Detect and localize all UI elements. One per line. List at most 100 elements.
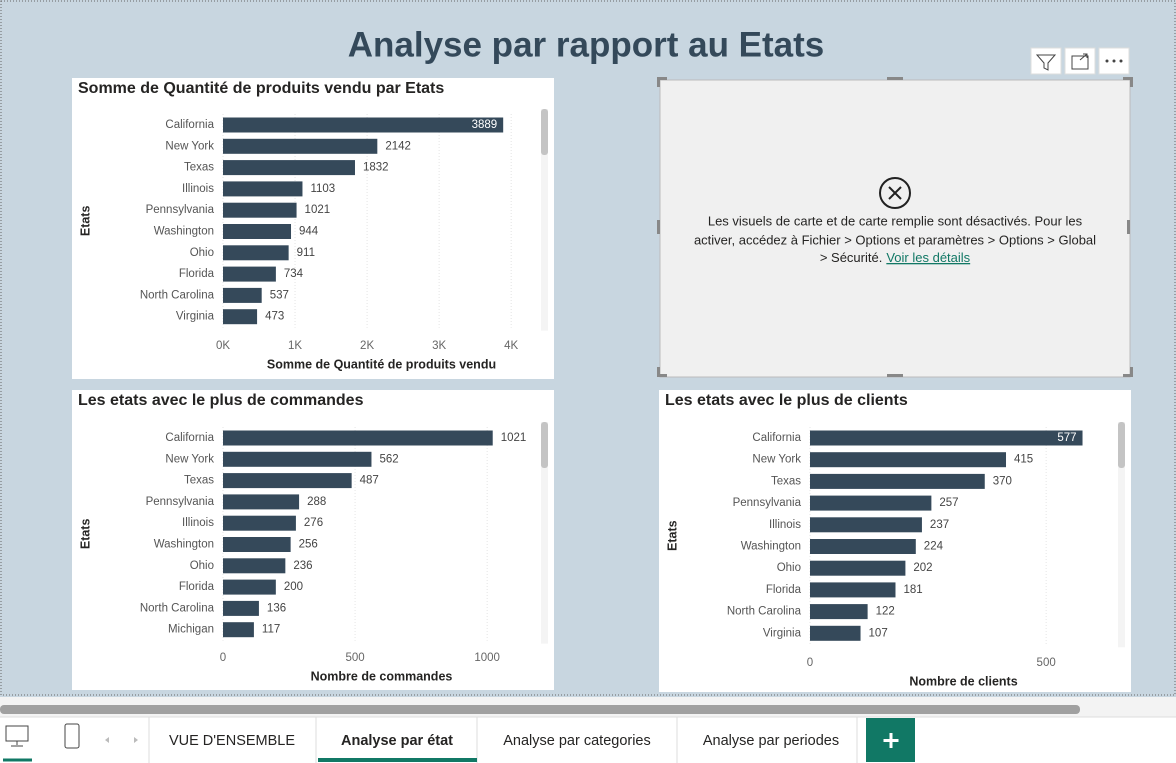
- bar: [223, 430, 493, 446]
- v-scroll-thumb[interactable]: [541, 422, 548, 468]
- visual-header-icons[interactable]: [1030, 47, 1130, 75]
- y-axis-title: Etats: [665, 520, 679, 551]
- focus-button[interactable]: [1064, 47, 1096, 75]
- category-label: Illinois: [182, 517, 214, 529]
- error-icon: [879, 177, 911, 209]
- bar: [223, 309, 258, 325]
- filter-button[interactable]: [1030, 47, 1062, 75]
- bar: [223, 537, 291, 552]
- tab-separators: [148, 717, 858, 763]
- details-link[interactable]: Voir les détails: [886, 250, 970, 265]
- bar: [810, 604, 868, 620]
- value-label: 473: [265, 311, 284, 323]
- category-label: Texas: [184, 162, 214, 174]
- v-scroll-track: [1118, 422, 1125, 648]
- bar: [223, 224, 292, 239]
- bar: [223, 579, 276, 595]
- x-tick-label: 3K: [432, 340, 446, 352]
- value-label: 1021: [305, 204, 331, 216]
- value-label: 202: [913, 562, 932, 574]
- bar: [223, 451, 372, 467]
- mobile-view-icon[interactable]: [64, 723, 80, 749]
- category-label: Virginia: [763, 627, 802, 639]
- value-label: 1021: [501, 432, 527, 444]
- x-tick-label: 0: [807, 657, 813, 669]
- bar: [810, 452, 1007, 468]
- x-tick-label: 1K: [288, 340, 302, 352]
- bar: [810, 625, 861, 641]
- value-label: 136: [267, 602, 286, 614]
- bar: [223, 558, 286, 574]
- map-notice-line: > Sécurité.: [820, 250, 883, 265]
- category-label: Washington: [741, 541, 801, 553]
- bar: [223, 266, 276, 282]
- chart-title: Somme de Quantité de produits vendu par …: [78, 80, 444, 97]
- x-axis-title: Somme de Quantité de produits vendu: [267, 357, 496, 371]
- value-label: 237: [930, 519, 949, 531]
- category-label: North Carolina: [727, 606, 802, 618]
- bar: [223, 202, 297, 218]
- page-title: Analyse par rapport au Etats: [348, 25, 825, 64]
- category-label: Washington: [154, 539, 214, 551]
- value-label: 256: [299, 539, 318, 551]
- page-tab[interactable]: VUE D'ENSEMBLE: [169, 733, 295, 749]
- value-label: 200: [284, 581, 303, 593]
- chart-title: Les etats avec le plus de commandes: [78, 392, 364, 409]
- value-label: 415: [1014, 454, 1033, 466]
- category-label: North Carolina: [140, 602, 215, 614]
- category-label: New York: [165, 140, 214, 152]
- bar: [810, 560, 906, 576]
- value-label: 122: [876, 606, 895, 618]
- map-notice-line: > Sécurité. Voir les détails: [820, 250, 971, 265]
- page-tab[interactable]: Analyse par periodes: [703, 733, 839, 749]
- bar: [223, 600, 259, 616]
- y-axis-title: Etats: [78, 519, 92, 550]
- value-label: 288: [307, 496, 326, 508]
- v-scroll-thumb[interactable]: [1118, 422, 1125, 468]
- page-tab-active[interactable]: Analyse par état: [341, 733, 453, 749]
- value-label: 117: [262, 624, 280, 636]
- value-label: 487: [360, 475, 379, 487]
- value-label: 236: [293, 560, 312, 572]
- bar: [223, 160, 355, 176]
- category-label: Michigan: [168, 624, 214, 636]
- category-label: Florida: [179, 581, 215, 593]
- resize-handles: [657, 77, 1133, 377]
- value-label: 944: [299, 226, 319, 238]
- value-label: 107: [869, 627, 888, 639]
- bar: [223, 117, 504, 133]
- bar: [223, 622, 254, 638]
- page-tab[interactable]: Analyse par categories: [503, 733, 651, 749]
- bar: [810, 517, 922, 533]
- x-axis-title: Nombre de commandes: [311, 669, 453, 683]
- value-label: 3889: [472, 119, 498, 131]
- category-label: Texas: [184, 475, 214, 487]
- active-tab-underline: [318, 758, 477, 762]
- x-axis-title: Nombre de clients: [909, 674, 1017, 688]
- x-tick-label: 4K: [504, 340, 518, 352]
- error-icon-cross: [888, 186, 902, 200]
- bar: [223, 494, 300, 510]
- value-label: 276: [304, 517, 323, 529]
- value-label: 1103: [310, 183, 335, 195]
- value-label: 181: [903, 584, 922, 596]
- scroll-thumb[interactable]: [0, 705, 1080, 714]
- category-label: Ohio: [777, 562, 801, 574]
- chart-title: Les etats avec le plus de clients: [665, 392, 908, 409]
- v-scroll-thumb[interactable]: [541, 109, 548, 155]
- tab-scroll-arrows[interactable]: [105, 737, 138, 743]
- bar: [223, 181, 303, 197]
- map-panel: [659, 79, 1131, 378]
- bar: [810, 495, 932, 511]
- bar: [223, 473, 352, 489]
- desktop-view-stand: [11, 741, 23, 747]
- bar: [223, 138, 378, 154]
- bar: [223, 287, 262, 303]
- y-axis-title: Etats: [78, 206, 92, 237]
- x-tick-label: 0K: [216, 340, 230, 352]
- category-label: Ohio: [190, 247, 214, 259]
- category-label: Washington: [154, 226, 214, 238]
- category-label: New York: [165, 453, 214, 465]
- bar: [810, 430, 1083, 446]
- value-label: 911: [297, 247, 315, 259]
